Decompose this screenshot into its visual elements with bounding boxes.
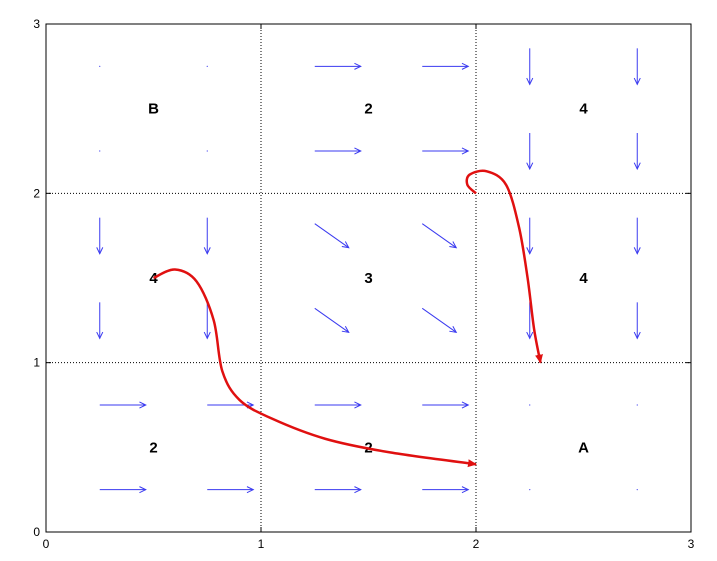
- vector-arrow: [633, 48, 641, 86]
- vector-arrow-head: [341, 325, 350, 333]
- cell-label: 2: [149, 439, 157, 456]
- vector-arrow-shaft: [421, 223, 457, 249]
- vector-arrow-head: [461, 62, 470, 70]
- vector-arrow-head: [354, 486, 362, 494]
- vector-arrow: [314, 401, 362, 409]
- vector-arrow: [422, 147, 470, 155]
- cell-label: 4: [579, 101, 588, 118]
- vector-arrow: [314, 62, 362, 70]
- vector-arrow: [314, 223, 350, 249]
- vector-arrow-head: [354, 401, 362, 409]
- vector-dot: [206, 65, 208, 67]
- vector-arrow: [96, 217, 104, 255]
- vector-arrow-head: [354, 62, 362, 70]
- x-tick-label: 3: [688, 537, 695, 551]
- y-tick-label: 0: [33, 525, 40, 539]
- vector-dot: [636, 489, 638, 491]
- vector-arrow: [633, 302, 641, 340]
- vector-arrow-head: [96, 331, 104, 340]
- vector-arrow-head: [203, 331, 211, 340]
- vector-arrow-head: [461, 401, 470, 409]
- trajectories: [152, 169, 543, 468]
- vector-arrow: [421, 223, 458, 249]
- vector-arrow-head: [461, 147, 470, 155]
- y-tick-label: 2: [33, 186, 40, 200]
- vector-arrow: [422, 401, 470, 409]
- x-tick-label: 0: [43, 537, 50, 551]
- y-tick-label: 1: [33, 356, 40, 370]
- vector-arrow: [314, 486, 362, 494]
- axis-ticks: 0 1 2 3 0 1 2 3: [33, 17, 694, 551]
- cell-label: 4: [579, 270, 588, 287]
- vector-arrow: [526, 48, 534, 86]
- vector-arrow: [96, 302, 104, 340]
- vector-dot: [99, 150, 101, 152]
- vector-dot: [206, 150, 208, 152]
- cell-label: A: [578, 439, 589, 456]
- vector-arrow: [203, 302, 211, 340]
- cell-label: B: [148, 101, 159, 118]
- vector-arrow-head: [449, 325, 458, 333]
- x-tick-label: 1: [258, 537, 265, 551]
- vector-arrow: [203, 217, 211, 255]
- vector-arrow: [422, 486, 470, 494]
- vector-arrow-head: [449, 241, 458, 249]
- vector-arrow-head: [633, 331, 641, 340]
- vector-arrow: [422, 62, 470, 70]
- vector-arrow: [207, 486, 255, 494]
- vector-arrow-head: [139, 401, 147, 409]
- vector-arrow: [526, 302, 534, 340]
- y-tick-label: 3: [33, 17, 40, 31]
- vector-arrow-head: [526, 331, 534, 340]
- cell-label: 3: [364, 270, 372, 287]
- vector-arrow: [99, 401, 147, 409]
- vector-dot: [636, 404, 638, 406]
- vector-arrow-shaft: [314, 223, 350, 249]
- vector-arrow-head: [633, 247, 641, 255]
- vector-arrow: [314, 307, 350, 333]
- vector-arrow-head: [633, 162, 641, 171]
- vector-dot: [529, 489, 531, 491]
- vector-arrow-head: [461, 486, 470, 494]
- vector-dot: [99, 65, 101, 67]
- cell-label: 2: [364, 101, 372, 118]
- vector-arrow: [314, 147, 362, 155]
- x-tick-label: 2: [473, 537, 480, 551]
- vector-arrows: [96, 48, 641, 494]
- vector-arrow: [99, 486, 147, 494]
- vector-arrow: [421, 307, 458, 333]
- vector-arrow-head: [246, 486, 255, 494]
- vector-arrow: [526, 217, 534, 255]
- vector-arrow: [526, 133, 534, 171]
- vector-arrow-head: [526, 247, 534, 255]
- vector-arrow-head: [139, 486, 147, 494]
- vector-dot: [529, 404, 531, 406]
- vector-arrow-shaft: [314, 307, 350, 333]
- vector-arrow-head: [96, 247, 104, 255]
- grid-lines: [46, 24, 691, 532]
- vector-arrow-head: [633, 77, 641, 86]
- vector-arrow-head: [526, 162, 534, 171]
- trajectory-path: [465, 169, 543, 364]
- vector-arrow: [633, 133, 641, 171]
- vector-arrow-shaft: [421, 307, 457, 333]
- vector-arrow-head: [354, 147, 362, 155]
- vector-arrow-head: [203, 247, 211, 255]
- vector-arrow: [633, 217, 641, 255]
- trajectory-path: [152, 268, 477, 468]
- vector-arrow-head: [526, 77, 534, 86]
- vector-arrow-head: [341, 241, 350, 249]
